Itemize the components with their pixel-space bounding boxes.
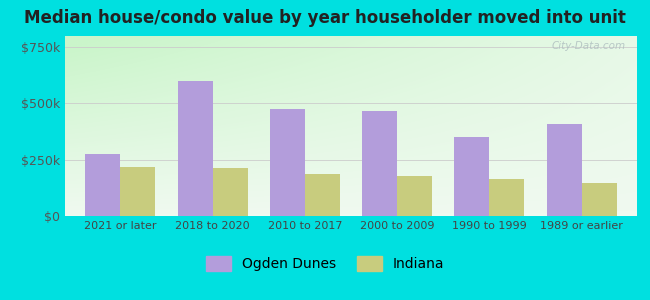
Text: Median house/condo value by year householder moved into unit: Median house/condo value by year househo… <box>24 9 626 27</box>
Bar <box>362 111 397 216</box>
Bar <box>213 168 248 216</box>
Bar <box>582 183 617 216</box>
Bar <box>270 109 305 216</box>
Legend: Ogden Dunes, Indiana: Ogden Dunes, Indiana <box>200 251 450 277</box>
Bar <box>177 81 213 216</box>
Bar <box>547 124 582 216</box>
Bar <box>85 154 120 216</box>
Text: City-Data.com: City-Data.com <box>551 41 625 51</box>
Bar <box>489 179 525 216</box>
Bar <box>397 176 432 216</box>
Bar <box>305 174 340 216</box>
Bar <box>454 137 489 216</box>
Bar <box>120 167 155 216</box>
